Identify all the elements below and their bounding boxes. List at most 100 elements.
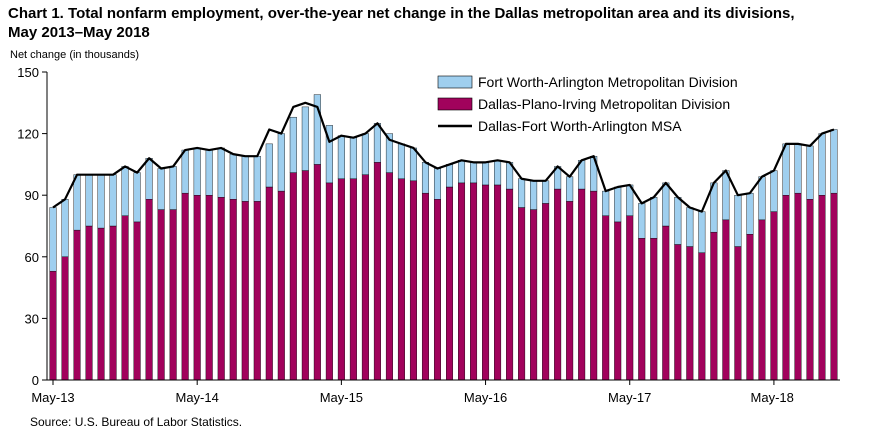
bar-fort-worth-arlington [662,182,670,227]
bar-dallas-plano-irving [686,246,694,381]
bar-dallas-plano-irving [337,178,345,381]
bar-dallas-plano-irving [61,256,69,381]
bar-fort-worth-arlington [61,199,69,258]
bar-dallas-plano-irving [446,186,454,381]
bar-dallas-plano-irving [409,180,417,381]
bar-dallas-plano-irving [806,199,814,381]
bar-dallas-plano-irving [674,244,682,381]
legend-dallas-plano-irving-label: Dallas-Plano-Irving Metropolitan Divisio… [478,96,730,112]
bar-dallas-plano-irving [626,215,634,381]
bar-fort-worth-arlington [313,94,321,165]
bar-dallas-plano-irving [361,174,369,381]
x-tick-label: May-13 [31,390,74,405]
bar-fort-worth-arlington [518,178,526,208]
bar-dallas-plano-irving [542,203,550,381]
chart-title-line1: Chart 1. Total nonfarm employment, over-… [8,5,795,22]
y-tick-label: 0 [32,373,39,388]
bar-fort-worth-arlington [385,133,393,173]
chart-title-line2: May 2013–May 2018 [8,24,150,41]
bar-fort-worth-arlington [409,147,417,182]
bar-fort-worth-arlington [253,155,261,202]
bar-fort-worth-arlington [566,176,574,202]
bar-dallas-plano-irving [578,188,586,381]
bar-dallas-plano-irving [470,182,478,381]
bar-dallas-plano-irving [518,207,526,381]
bar-fort-worth-arlington [746,192,754,235]
bar-fort-worth-arlington [433,168,441,200]
bar-fort-worth-arlington [325,125,333,184]
bar-dallas-plano-irving [530,209,538,381]
bar-dallas-plano-irving [133,221,141,381]
bar-dallas-plano-irving [385,172,393,381]
bar-fort-worth-arlington [830,129,838,194]
bar-fort-worth-arlington [494,160,502,186]
bar-fort-worth-arlington [85,174,93,227]
bar-dallas-plano-irving [289,172,297,381]
bar-fort-worth-arlington [734,194,742,247]
bar-fort-worth-arlington [301,106,309,171]
y-tick-label: 60 [25,250,39,265]
bar-fort-worth-arlington [421,162,429,194]
y-tick-label: 30 [25,311,39,326]
bar-dallas-plano-irving [758,219,766,381]
bar-fort-worth-arlington [542,180,550,204]
legend-dallas-plano-irving-swatch [437,97,473,111]
bar-dallas-plano-irving [770,211,778,381]
bar-fort-worth-arlington [530,180,538,210]
bar-fort-worth-arlington [181,149,189,194]
bar-fort-worth-arlington [698,211,706,253]
bar-dallas-plano-irving [277,190,285,381]
bar-dallas-plano-irving [698,252,706,381]
bar-dallas-plano-irving [181,192,189,381]
bar-dallas-plano-irving [241,201,249,381]
bar-dallas-plano-irving [325,182,333,381]
y-tick-label: 90 [25,188,39,203]
bar-fort-worth-arlington [121,166,129,216]
bar-dallas-plano-irving [662,225,670,381]
bar-fort-worth-arlington [397,143,405,179]
bar-dallas-plano-irving [145,199,153,381]
bar-fort-worth-arlington [650,197,658,239]
x-tick-label: May-15 [320,390,363,405]
y-axis-label: Net change (in thousands) [10,49,140,61]
bar-fort-worth-arlington [482,162,490,186]
bar-fort-worth-arlington [229,153,237,200]
bar-dallas-plano-irving [506,188,514,381]
bar-dallas-plano-irving [722,219,730,381]
bar-fort-worth-arlington [458,160,466,184]
bar-fort-worth-arlington [361,133,369,175]
bar-fort-worth-arlington [373,123,381,163]
bar-dallas-plano-irving [830,192,838,381]
bar-fort-worth-arlington [674,197,682,245]
bar-fort-worth-arlington [470,162,478,184]
bar-fort-worth-arlington [241,155,249,202]
bar-fort-worth-arlington [686,207,694,247]
bar-fort-worth-arlington [349,137,357,179]
bar-dallas-plano-irving [301,170,309,381]
bar-dallas-plano-irving [566,201,574,381]
bar-dallas-plano-irving [818,194,826,381]
bar-dallas-plano-irving [482,184,490,381]
bar-dallas-plano-irving [85,225,93,381]
bar-dallas-plano-irving [782,194,790,381]
bar-dallas-plano-irving [458,182,466,381]
bar-fort-worth-arlington [157,168,165,210]
y-tick-label: 120 [17,127,39,142]
bar-dallas-plano-irving [602,215,610,381]
x-tick-label: May-18 [751,390,794,405]
bar-fort-worth-arlington [794,143,802,194]
bar-fort-worth-arlington [133,172,141,223]
x-tick-label: May-14 [176,390,219,405]
bar-dallas-plano-irving [349,178,357,381]
source-note: Source: U.S. Bureau of Labor Statistics. [30,415,243,429]
bar-dallas-plano-irving [169,209,177,381]
bar-dallas-plano-irving [205,194,213,381]
bar-fort-worth-arlington [205,149,213,196]
bar-dallas-plano-irving [794,192,802,381]
bar-fort-worth-arlington [169,166,177,210]
bar-fort-worth-arlington [337,135,345,179]
bar-dallas-plano-irving [313,164,321,381]
bar-fort-worth-arlington [49,207,57,272]
bar-fort-worth-arlington [289,116,297,173]
